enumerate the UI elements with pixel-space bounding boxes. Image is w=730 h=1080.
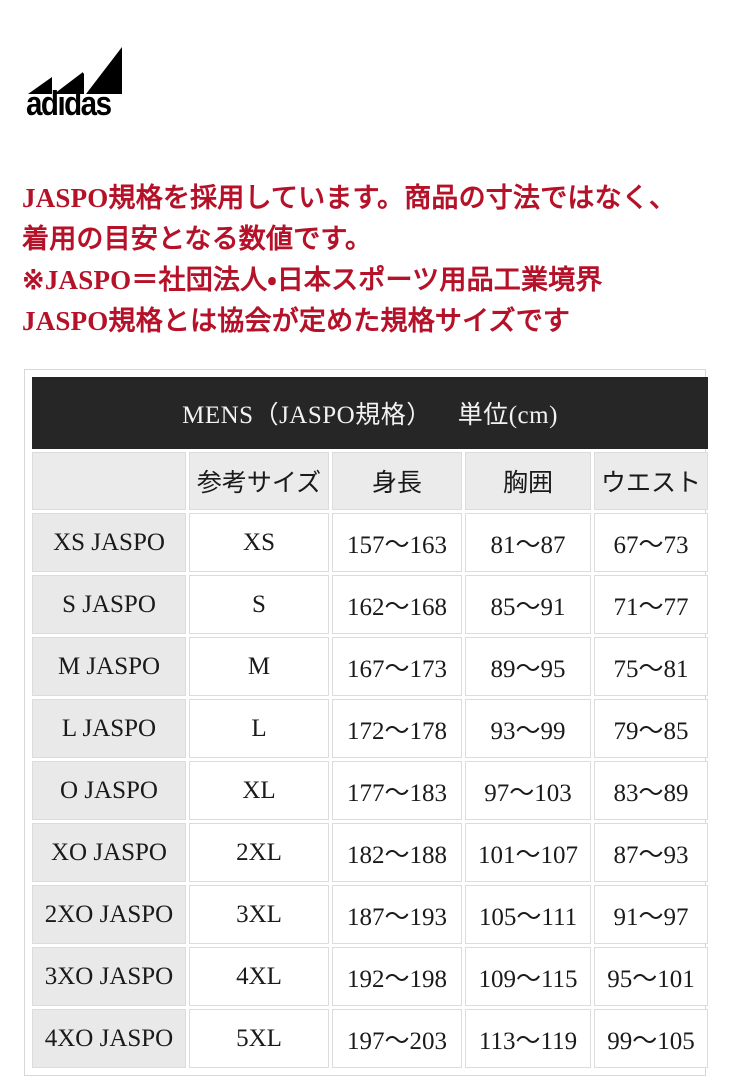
cell-height: 192〜198 xyxy=(332,947,462,1006)
cell-height: 162〜168 xyxy=(332,575,462,634)
cell-waist: 71〜77 xyxy=(594,575,709,634)
table-row: M JASPO M 167〜173 89〜95 75〜81 xyxy=(32,637,709,696)
row-label: O JASPO xyxy=(32,761,186,820)
cell-waist: 79〜85 xyxy=(594,699,709,758)
column-header-ref-size: 参考サイズ xyxy=(189,452,329,510)
table-row: S JASPO S 162〜168 85〜91 71〜77 xyxy=(32,575,709,634)
cell-ref-size: XS xyxy=(189,513,329,572)
row-label: 3XO JASPO xyxy=(32,947,186,1006)
cell-chest: 89〜95 xyxy=(465,637,591,696)
cell-chest: 97〜103 xyxy=(465,761,591,820)
cell-height: 182〜188 xyxy=(332,823,462,882)
notice-line-2: ※JASPO＝社団法人・日本スポーツ用品工業境界 xyxy=(22,265,603,295)
size-chart-table: MENS（JASPO規格） 単位(cm) 参考サイズ 身長 胸囲 ウエスト XS … xyxy=(29,374,711,1071)
jaspo-notice: JASPO規格を採用しています。商品の寸法ではなく、着用の目安となる数値です。 … xyxy=(22,178,712,342)
row-label: 2XO JASPO xyxy=(32,885,186,944)
cell-height: 167〜173 xyxy=(332,637,462,696)
table-row: 3XO JASPO 4XL 192〜198 109〜115 95〜101 xyxy=(32,947,709,1006)
cell-waist: 75〜81 xyxy=(594,637,709,696)
cell-chest: 105〜111 xyxy=(465,885,591,944)
column-header-waist: ウエスト xyxy=(594,452,709,510)
cell-chest: 81〜87 xyxy=(465,513,591,572)
cell-height: 197〜203 xyxy=(332,1009,462,1068)
cell-chest: 85〜91 xyxy=(465,575,591,634)
cell-chest: 113〜119 xyxy=(465,1009,591,1068)
cell-waist: 87〜93 xyxy=(594,823,709,882)
table-title-main: MENS（JASPO規格） xyxy=(182,402,432,429)
row-label: 4XO JASPO xyxy=(32,1009,186,1068)
cell-waist: 83〜89 xyxy=(594,761,709,820)
table-row: XS JASPO XS 157〜163 81〜87 67〜73 xyxy=(32,513,709,572)
cell-waist: 91〜97 xyxy=(594,885,709,944)
column-header-height: 身長 xyxy=(332,452,462,510)
cell-ref-size: XL xyxy=(189,761,329,820)
row-label: XO JASPO xyxy=(32,823,186,882)
cell-waist: 67〜73 xyxy=(594,513,709,572)
table-row: 2XO JASPO 3XL 187〜193 105〜111 91〜97 xyxy=(32,885,709,944)
adidas-wordmark-icon: adidas xyxy=(26,84,113,122)
cell-ref-size: 4XL xyxy=(189,947,329,1006)
row-label: M JASPO xyxy=(32,637,186,696)
cell-waist: 99〜105 xyxy=(594,1009,709,1068)
cell-ref-size: L xyxy=(189,699,329,758)
table-title-cell: MENS（JASPO規格） 単位(cm) xyxy=(32,377,709,449)
size-chart-container: MENS（JASPO規格） 単位(cm) 参考サイズ 身長 胸囲 ウエスト XS … xyxy=(24,369,709,1076)
cell-ref-size: 5XL xyxy=(189,1009,329,1068)
row-label: XS JASPO xyxy=(32,513,186,572)
table-row: L JASPO L 172〜178 93〜99 79〜85 xyxy=(32,699,709,758)
cell-height: 157〜163 xyxy=(332,513,462,572)
notice-line-3: JASPO規格とは協会が定めた規格サイズです xyxy=(22,306,571,336)
cell-chest: 93〜99 xyxy=(465,699,591,758)
column-header-blank xyxy=(32,452,186,510)
cell-height: 172〜178 xyxy=(332,699,462,758)
table-row: XO JASPO 2XL 182〜188 101〜107 87〜93 xyxy=(32,823,709,882)
adidas-three-bars-icon: adidas xyxy=(26,47,122,122)
table-header-row: 参考サイズ 身長 胸囲 ウエスト xyxy=(32,452,709,510)
cell-height: 187〜193 xyxy=(332,885,462,944)
notice-line-1: JASPO規格を採用しています。商品の寸法ではなく、着用の目安となる数値です。 xyxy=(22,183,677,254)
cell-height: 177〜183 xyxy=(332,761,462,820)
cell-chest: 109〜115 xyxy=(465,947,591,1006)
svg-text:adidas: adidas xyxy=(26,84,111,122)
cell-waist: 95〜101 xyxy=(594,947,709,1006)
table-row: 4XO JASPO 5XL 197〜203 113〜119 99〜105 xyxy=(32,1009,709,1068)
cell-ref-size: S xyxy=(189,575,329,634)
cell-chest: 101〜107 xyxy=(465,823,591,882)
column-header-chest: 胸囲 xyxy=(465,452,591,510)
table-title-row: MENS（JASPO規格） 単位(cm) xyxy=(32,377,709,449)
row-label: S JASPO xyxy=(32,575,186,634)
row-label: L JASPO xyxy=(32,699,186,758)
cell-ref-size: 2XL xyxy=(189,823,329,882)
adidas-logo: adidas xyxy=(26,42,156,122)
table-row: O JASPO XL 177〜183 97〜103 83〜89 xyxy=(32,761,709,820)
cell-ref-size: 3XL xyxy=(189,885,329,944)
cell-ref-size: M xyxy=(189,637,329,696)
table-title-unit: 単位(cm) xyxy=(457,402,558,429)
